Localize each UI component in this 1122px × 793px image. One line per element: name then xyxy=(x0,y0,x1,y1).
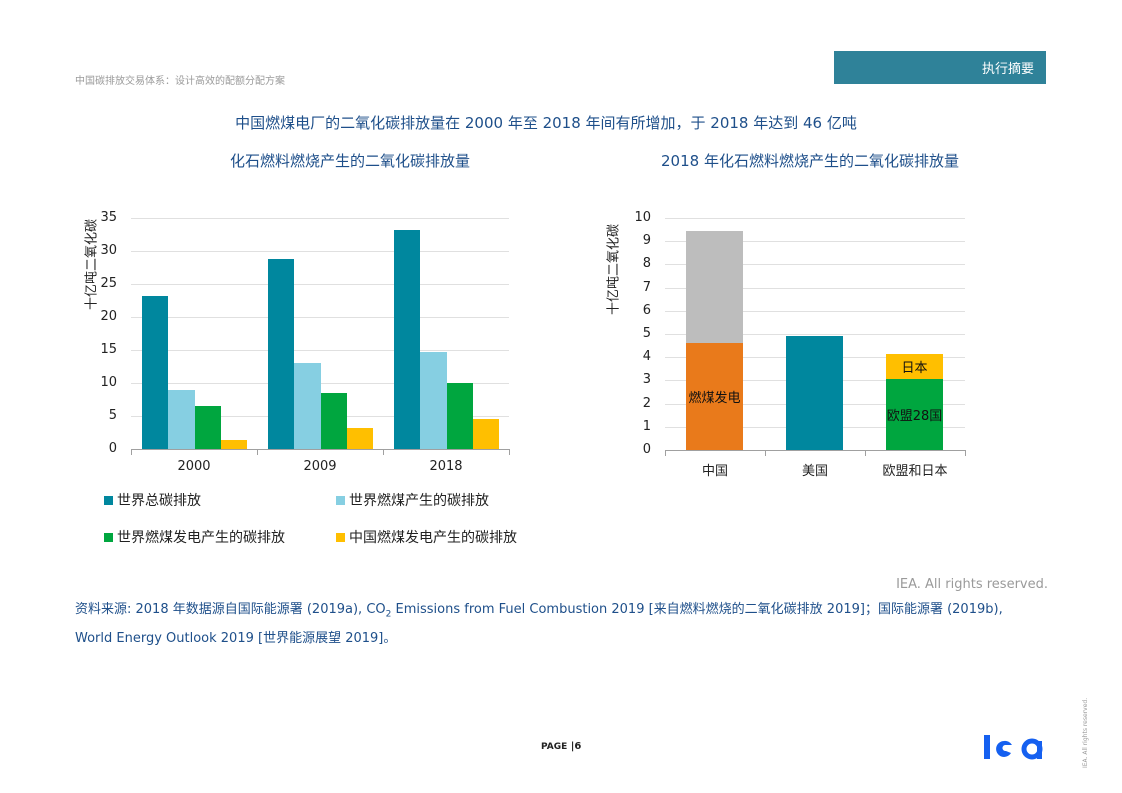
left-x-category: 2000 xyxy=(177,459,211,474)
left-gridline xyxy=(131,284,509,285)
right-y-tick: 3 xyxy=(642,372,651,388)
right-y-tick: 1 xyxy=(642,418,651,434)
left-bar xyxy=(194,406,221,449)
document-title: 中国碳排放交易体系：设计高效的配额分配方案 xyxy=(75,76,285,87)
rights-notice: IEA. All rights reserved. xyxy=(896,577,1048,592)
right-x-axis xyxy=(665,450,965,451)
right-gridline xyxy=(665,264,965,266)
page-number: Page |6 xyxy=(541,741,581,752)
right-y-tick: 2 xyxy=(642,395,651,411)
segment-label: 燃煤发电 xyxy=(688,391,741,407)
left-x-category: 2018 xyxy=(429,459,463,474)
left-bar xyxy=(446,383,473,449)
page-value: 6 xyxy=(574,741,582,752)
right-x-tick xyxy=(965,450,966,456)
right-y-tick: 5 xyxy=(642,326,651,341)
right-y-tick: 8 xyxy=(642,256,651,272)
segment-label: 欧盟28国 xyxy=(886,409,943,425)
right-y-tick: 4 xyxy=(642,349,651,365)
right-bar-segment xyxy=(686,230,743,344)
legend-swatch xyxy=(336,495,345,505)
right-y-tick: 6 xyxy=(642,302,651,318)
left-x-tick xyxy=(131,449,132,455)
legend-swatch xyxy=(104,495,113,505)
left-bar xyxy=(220,439,248,449)
right-gridline xyxy=(665,310,965,312)
page-label: Page xyxy=(541,742,568,752)
left-bar xyxy=(420,351,447,449)
left-bar xyxy=(320,392,347,449)
right-x-tick xyxy=(665,450,666,456)
left-x-axis xyxy=(131,449,509,450)
left-bar xyxy=(294,363,321,449)
left-bar xyxy=(142,295,169,449)
source-note: 资料来源: 2018 年数据源自国际能源署 (2019a), CO2 Emiss… xyxy=(75,602,1003,646)
right-y-tick: 7 xyxy=(642,279,651,295)
left-gridline xyxy=(131,317,509,318)
right-stacked-bar-chart: 十亿吨二氧化碳 0 1 2 3 4 5 6 7 8 9 10 燃煤发电欧盟28国 日本 中国 美国 欧盟和… xyxy=(606,210,966,479)
segment-label: 日本 xyxy=(901,360,928,376)
vertical-rights-notice: IEA. All rights reserved. xyxy=(1082,697,1089,768)
section-tab: 执行摘要 xyxy=(834,51,1046,84)
iea-logo xyxy=(982,729,1046,765)
right-bar-segment: 日本 xyxy=(886,353,943,380)
left-x-tick xyxy=(509,449,510,455)
left-x-tick xyxy=(257,449,258,455)
left-bar-chart: 十亿吨二氧化碳 0 5 10 15 20 25 30 35 2000 2009 2018 xyxy=(0,0,560,560)
left-bar xyxy=(394,229,421,449)
left-bar xyxy=(168,389,195,449)
left-y-tick: 30 xyxy=(100,243,117,258)
page-separator: | xyxy=(570,741,575,752)
right-x-category: 美国 xyxy=(801,464,828,479)
left-bar xyxy=(472,418,500,449)
left-y-tick: 0 xyxy=(108,441,117,456)
right-x-tick xyxy=(765,450,766,456)
right-x-category: 中国 xyxy=(701,464,728,479)
left-x-tick xyxy=(383,449,384,455)
left-bar xyxy=(268,258,295,449)
section-tab-label: 执行摘要 xyxy=(981,62,1034,77)
right-x-tick xyxy=(865,450,866,456)
left-y-tick: 35 xyxy=(100,210,117,225)
legend-item-world-total: 世界总碳排放 xyxy=(104,490,201,510)
left-y-tick: 20 xyxy=(100,309,117,324)
left-gridline xyxy=(131,350,509,351)
right-gridline xyxy=(665,241,965,243)
right-y-tick: 0 xyxy=(642,442,651,457)
left-y-tick: 25 xyxy=(100,276,117,291)
legend-item-world-coal: 世界燃煤产生的碳排放 xyxy=(336,490,489,510)
right-y-tick: 9 xyxy=(642,233,651,249)
legend-swatch xyxy=(104,532,113,542)
right-gridline xyxy=(665,218,965,219)
right-bar-segment: 燃煤发电 xyxy=(686,343,743,450)
legend-swatch xyxy=(336,532,345,542)
right-x-category: 欧盟和日本 xyxy=(882,464,948,479)
left-y-tick: 15 xyxy=(100,342,117,357)
right-y-axis-label: 十亿吨二氧化碳 xyxy=(606,224,622,316)
left-gridline xyxy=(131,218,509,219)
right-bar-segment xyxy=(786,336,843,450)
legend-item-china-coal-power: 中国燃煤发电产生的碳排放 xyxy=(336,527,517,547)
left-y-tick: 10 xyxy=(100,375,117,390)
figure-title: 中国燃煤电厂的二氧化碳排放量在 2000 年至 2018 年间有所增加，于 20… xyxy=(235,114,857,132)
left-chart-title: 化石燃料燃烧产生的二氧化碳排放量 xyxy=(229,152,470,170)
left-x-category: 2009 xyxy=(303,459,337,474)
left-y-tick: 5 xyxy=(108,408,117,423)
right-gridline xyxy=(665,334,965,335)
iea-logo-icon xyxy=(984,735,1043,760)
right-y-tick: 10 xyxy=(634,210,651,225)
left-bar xyxy=(346,427,374,449)
right-bar-segment: 欧盟28国 xyxy=(886,379,943,450)
right-gridline xyxy=(665,287,965,289)
right-chart-title: 2018 年化石燃料燃烧产生的二氧化碳排放量 xyxy=(661,152,959,170)
left-gridline xyxy=(131,251,509,252)
left-chart-legend: 世界总碳排放 世界燃煤产生的碳排放 世界燃煤发电产生的碳排放 中国燃煤发电产生的… xyxy=(104,490,564,560)
legend-item-world-coal-power: 世界燃煤发电产生的碳排放 xyxy=(104,527,285,547)
